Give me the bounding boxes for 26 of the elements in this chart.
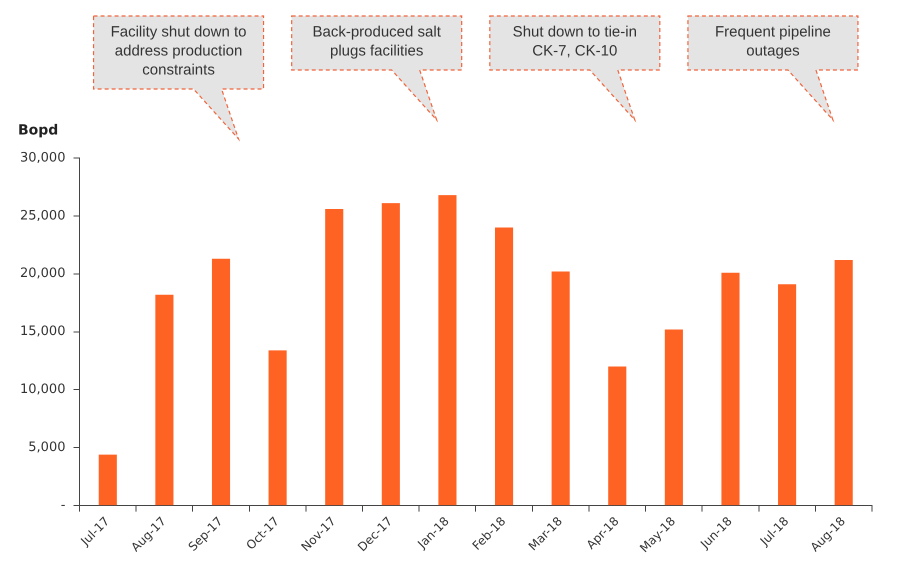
bar [438,195,456,506]
bar [155,294,174,506]
y-tick-label: 30,000 [20,150,66,166]
y-tick-label: - [60,498,66,513]
bar [778,284,796,506]
y-tick-label: 5,000 [28,440,66,456]
text: Frequent pipeline outages [714,24,831,60]
text: Back-produced salt plugs facilities [312,24,442,60]
bar [834,260,853,506]
bar [494,228,514,506]
text: Shut down to tie-in CK-7, CK-10 [512,24,637,60]
y-tick-label: 20,000 [20,266,66,282]
y-tick-label: 15,000 [20,324,66,340]
bar [212,258,230,506]
bar [382,203,400,506]
y-tick-label: 25,000 [20,208,66,224]
bar [552,272,570,506]
text: Facility shut down to address production constraints [110,24,247,79]
bar [664,329,683,506]
y-axis-title: Bopd [18,122,58,139]
bar [268,350,287,506]
bar [608,366,626,506]
bar [325,208,344,506]
bar [98,454,117,506]
bar [721,272,740,506]
y-tick-label: 10,000 [20,382,66,398]
